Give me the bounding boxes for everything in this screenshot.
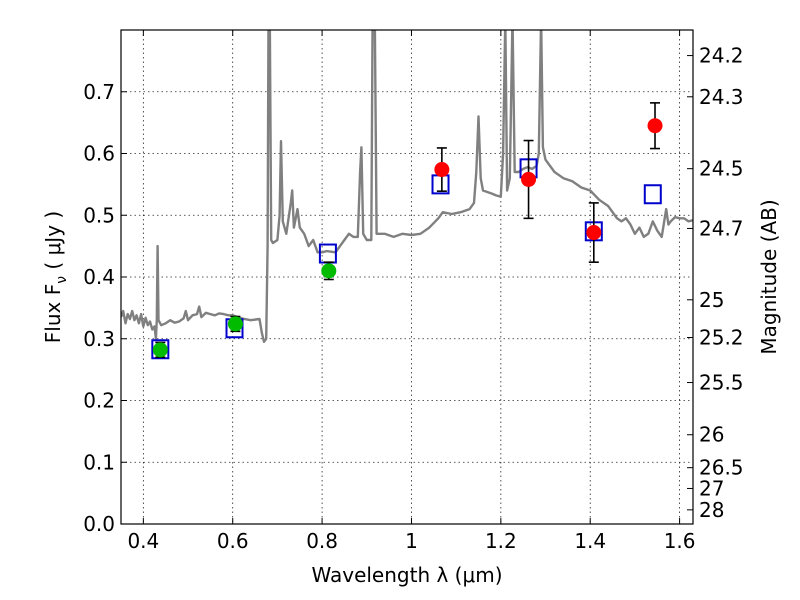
right-tick-label: 26 xyxy=(699,423,724,447)
model-square-marker xyxy=(643,184,662,205)
x-axis-label: Wavelength λ (μm) xyxy=(311,563,502,587)
right-tick-label: 25.2 xyxy=(699,326,744,350)
y-axis-label: Flux Fν ( μJy ) xyxy=(41,211,70,343)
red-data-point xyxy=(434,162,450,178)
right-tick-label: 24.3 xyxy=(699,85,744,109)
right-tick-label: 24.7 xyxy=(699,216,744,240)
right-tick-label: 24.2 xyxy=(699,44,744,68)
right-tick-label: 27 xyxy=(699,476,724,500)
x-tick-label: 1.2 xyxy=(485,529,517,553)
right-axis-label: Magnitude (AB) xyxy=(757,199,781,354)
right-tick-label: 25.5 xyxy=(699,371,744,395)
y-tick-label: 0.4 xyxy=(83,265,115,289)
y-tick-label: 0.2 xyxy=(83,389,115,413)
ticks: 0.4 0.6 0.8 1 1.2 1.4 1.6 0.0 0.1 0.2 0.3 0.4 0.5 0.6… xyxy=(83,30,744,553)
right-tick-label: 26.5 xyxy=(699,456,744,480)
right-tick-label: 28 xyxy=(699,498,724,522)
x-tick-label: 0.6 xyxy=(217,529,249,553)
y-tick-label: 0.7 xyxy=(83,80,115,104)
y-tick-label: 0.6 xyxy=(83,142,115,166)
plot-area xyxy=(121,30,693,360)
model-square-marker xyxy=(151,339,170,360)
y-tick-label: 0.3 xyxy=(83,327,115,351)
green-data-point xyxy=(227,316,243,332)
x-tick-label: 1.4 xyxy=(574,529,606,553)
y-tick-label: 0.0 xyxy=(83,512,115,536)
y-axis-label-subscript: ν xyxy=(54,276,70,284)
y-tick-label: 0.5 xyxy=(83,203,115,227)
model-spectrum-line xyxy=(121,30,693,343)
y-tick-label: 0.1 xyxy=(83,450,115,474)
x-tick-label: 1 xyxy=(405,529,418,553)
x-tick-label: 1.6 xyxy=(664,529,696,553)
green-data-point xyxy=(321,263,337,279)
red-data-point xyxy=(521,171,537,187)
green-data-point xyxy=(152,342,168,358)
right-tick-label: 24.5 xyxy=(699,157,744,181)
x-tick-label: 0.8 xyxy=(306,529,338,553)
right-tick-label: 25 xyxy=(699,288,724,312)
red-data-point xyxy=(647,118,663,134)
x-tick-label: 0.4 xyxy=(127,529,159,553)
red-data-point xyxy=(586,225,602,241)
